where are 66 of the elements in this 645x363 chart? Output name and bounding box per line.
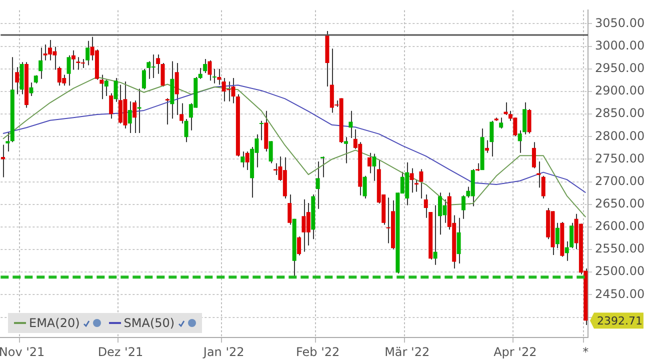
y-tick-label: 2450.00	[595, 286, 645, 301]
x-tick-label: Mär '22	[384, 344, 430, 359]
candlestick	[268, 140, 273, 164]
candlestick	[38, 47, 43, 80]
candlestick	[66, 54, 71, 86]
candlestick	[433, 204, 438, 266]
candlestick	[15, 66, 20, 95]
text: 2392.71	[597, 314, 642, 328]
candlestick	[288, 194, 292, 226]
candlestick	[86, 40, 90, 66]
candlestick	[165, 98, 170, 125]
legend-label: SMA(50)	[124, 316, 175, 330]
candlestick	[128, 100, 132, 134]
x-tick-label: Feb '22	[296, 344, 340, 359]
y-tick-label: 2900.00	[595, 84, 645, 98]
candlestick	[316, 160, 320, 210]
candlestick	[419, 168, 424, 200]
candlestick	[274, 162, 278, 176]
candlestick	[297, 236, 302, 256]
y-tick-label: 2650.00	[595, 196, 645, 211]
y-tick-label: 2600.00	[595, 219, 645, 234]
legend-label: EMA(20)	[29, 316, 80, 330]
x-tick-label: Apr '22	[494, 344, 537, 359]
candlestick	[456, 217, 461, 264]
candlestick	[132, 100, 137, 134]
candlestick	[368, 152, 372, 174]
x-tick-label: *	[582, 344, 589, 359]
candlestick	[217, 68, 222, 86]
candlestick	[372, 153, 376, 182]
candlestick	[104, 79, 108, 96]
y-tick-label: 2500.00	[595, 264, 645, 278]
candlestick	[461, 194, 466, 220]
candlestick	[156, 54, 160, 74]
y-tick-label: 3050.00	[595, 16, 645, 30]
candlestick	[320, 156, 325, 178]
candlestick	[203, 58, 208, 74]
candlestick	[344, 136, 348, 164]
candlestick	[198, 68, 202, 80]
candlestick	[245, 151, 250, 171]
candlestick	[109, 92, 114, 120]
candlestick	[160, 62, 165, 88]
y-tick-label: 2850.00	[595, 106, 645, 120]
y-tick-label: 2750.00	[595, 151, 645, 166]
x-tick-label: Dez '21	[98, 344, 144, 359]
x-tick-label: Nov '21	[0, 344, 45, 359]
y-tick-label: 3000.00	[595, 38, 645, 52]
candlestick	[100, 74, 104, 100]
candlestick	[555, 222, 560, 249]
candlestick	[114, 77, 118, 102]
candlestick	[362, 175, 367, 200]
y-tick-label: 2800.00	[595, 128, 645, 143]
x-tick-label: Jan '22	[202, 344, 244, 359]
candlestick	[259, 120, 264, 141]
candlestick	[208, 60, 212, 82]
candlestick	[240, 151, 245, 168]
candlestick	[499, 117, 504, 130]
candlestick	[484, 140, 489, 154]
candlestick	[142, 68, 146, 90]
y-tick-label: 2950.00	[595, 61, 645, 76]
candlestick	[348, 110, 353, 138]
candlestick	[532, 142, 536, 169]
candlestick	[490, 120, 494, 158]
candlestick	[29, 82, 34, 96]
candlestick	[527, 108, 532, 134]
y-tick-label: 2550.00	[595, 242, 645, 256]
y-tick-label: 2700.00	[595, 174, 645, 188]
